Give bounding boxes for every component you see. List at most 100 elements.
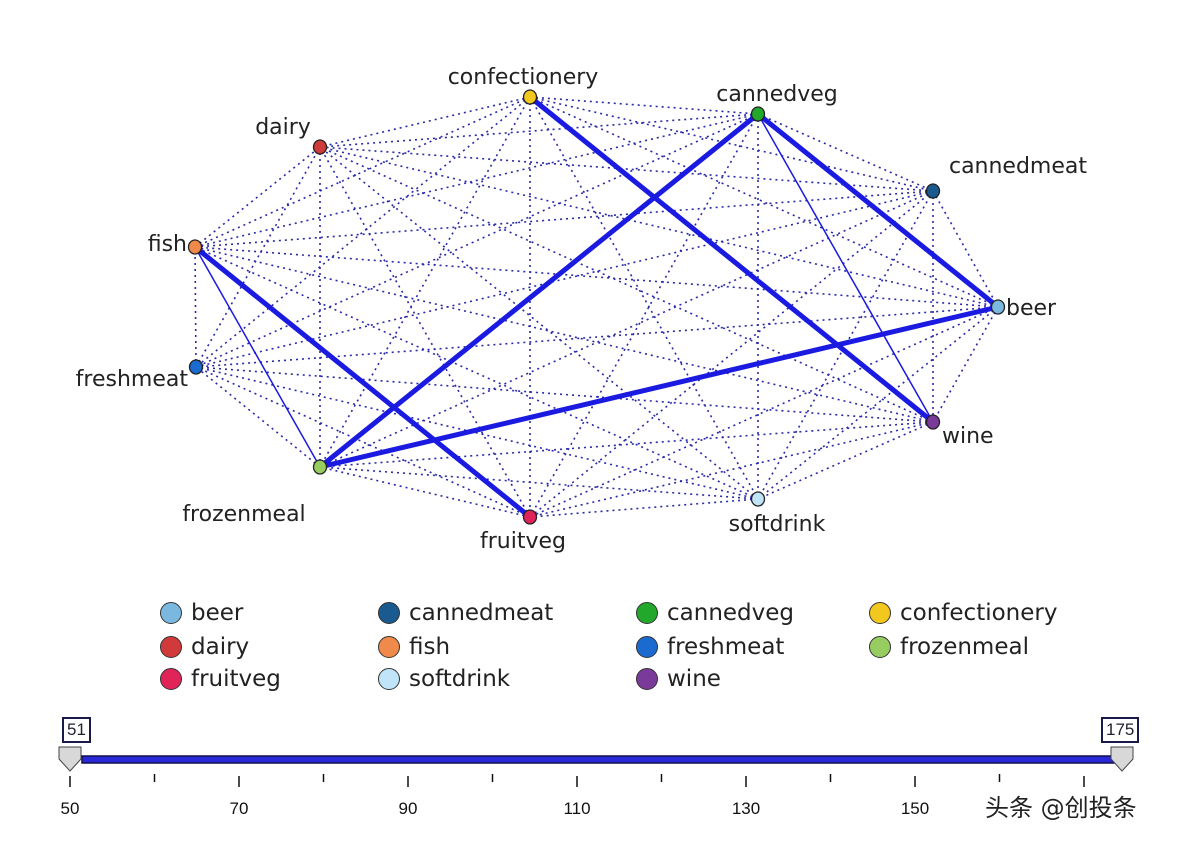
weak-link-cannedveg-dairy[interactable]: [319, 113, 759, 148]
weak-link-confectionery-freshmeat[interactable]: [195, 96, 531, 368]
weak-link-cannedveg-freshmeat[interactable]: [195, 113, 759, 368]
axis-tick-label: 70: [230, 799, 249, 818]
weak-link-cannedmeat-frozenmeal[interactable]: [319, 190, 934, 468]
weak-link-cannedmeat-fruitveg[interactable]: [529, 190, 934, 518]
slider-min-value: 51: [62, 717, 91, 743]
node-label-fruitveg: fruitveg: [480, 529, 566, 554]
weak-link-softdrink-freshmeat[interactable]: [195, 366, 759, 500]
weak-link-cannedveg-fish[interactable]: [194, 113, 759, 248]
legend-swatch: [869, 636, 891, 658]
weak-link-softdrink-fruitveg[interactable]: [529, 498, 759, 518]
weak-link-confectionery-softdrink[interactable]: [529, 96, 759, 500]
weak-link-cannedmeat-fish[interactable]: [194, 190, 934, 248]
node-cannedmeat[interactable]: [925, 183, 941, 199]
legend-label: fish: [409, 634, 451, 660]
weak-link-wine-dairy[interactable]: [319, 146, 934, 423]
weak-link-fruitveg-freshmeat[interactable]: [195, 366, 531, 518]
weak-link-wine-fish[interactable]: [194, 246, 934, 423]
node-label-frozenmeal: frozenmeal: [182, 502, 305, 527]
slider-max-value: 175: [1101, 717, 1140, 743]
legend-item-wine: wine: [636, 664, 721, 694]
weak-link-freshmeat-dairy[interactable]: [195, 146, 321, 368]
weak-link-beer-fish[interactable]: [194, 246, 999, 308]
weak-link-wine-softdrink[interactable]: [757, 421, 934, 500]
legend-swatch: [869, 602, 891, 624]
weak-link-wine-freshmeat[interactable]: [195, 366, 934, 423]
legend-label: fruitveg: [191, 666, 281, 692]
node-wine[interactable]: [925, 414, 941, 430]
legend-label: confectionery: [900, 600, 1058, 626]
weak-link-cannedveg-cannedmeat[interactable]: [757, 113, 934, 192]
weak-link-cannedmeat-beer[interactable]: [932, 190, 999, 308]
legend-item-beer: beer: [160, 598, 243, 628]
legend-item-confectionery: confectionery: [869, 598, 1057, 628]
range-slider-track[interactable]: [81, 755, 1123, 764]
weak-link-wine-fruitveg[interactable]: [529, 421, 934, 518]
slider-max-handle[interactable]: [1110, 746, 1134, 772]
axis-tick-label: 110: [563, 799, 590, 818]
node-label-cannedveg: cannedveg: [716, 82, 837, 107]
weak-link-softdrink-fish[interactable]: [194, 246, 759, 500]
legend-label: cannedveg: [667, 600, 795, 626]
axis-tick-label: 90: [399, 799, 418, 818]
legend-item-fish: fish: [378, 632, 450, 662]
legend-item-dairy: dairy: [160, 632, 249, 662]
legend-item-freshmeat: freshmeat: [636, 632, 784, 662]
legend-item-frozenmeal: frozenmeal: [869, 632, 1029, 662]
node-label-cannedmeat: cannedmeat: [949, 154, 1087, 179]
legend-label: dairy: [191, 634, 250, 660]
legend-label: wine: [667, 666, 721, 692]
node-label-wine: wine: [942, 424, 994, 449]
medium-link-cannedveg-wine[interactable]: [757, 113, 934, 423]
node-label-confectionery: confectionery: [448, 65, 599, 90]
weak-link-softdrink-dairy[interactable]: [319, 146, 759, 500]
legend-swatch: [636, 636, 658, 658]
weak-link-confectionery-beer[interactable]: [529, 96, 999, 308]
node-beer[interactable]: [990, 299, 1006, 315]
weak-link-beer-dairy[interactable]: [319, 146, 999, 308]
legend-swatch: [378, 668, 400, 690]
weak-link-freshmeat-fish[interactable]: [194, 246, 197, 368]
weak-link-confectionery-cannedveg[interactable]: [529, 96, 759, 115]
node-frozenmeal[interactable]: [312, 459, 328, 475]
weak-link-frozenmeal-freshmeat[interactable]: [195, 366, 321, 468]
legend-swatch: [160, 636, 182, 658]
axis-tick-label: 130: [732, 799, 760, 818]
node-fish[interactable]: [187, 239, 203, 255]
slider-min-handle[interactable]: [58, 746, 82, 772]
weak-link-beer-freshmeat[interactable]: [195, 306, 999, 368]
weak-link-beer-wine[interactable]: [932, 306, 999, 423]
weak-link-confectionery-dairy[interactable]: [319, 96, 531, 148]
strong-link-cannedveg-beer[interactable]: [756, 112, 1000, 309]
weak-link-confectionery-fish[interactable]: [194, 96, 531, 248]
weak-link-fruitveg-dairy[interactable]: [319, 146, 531, 518]
legend-swatch: [160, 602, 182, 624]
legend-label: freshmeat: [667, 634, 785, 660]
weak-link-fish-dairy[interactable]: [194, 146, 321, 248]
node-label-dairy: dairy: [255, 115, 311, 140]
node-cannedveg[interactable]: [750, 106, 766, 122]
strong-link-fruitveg-fish[interactable]: [193, 245, 532, 519]
weak-link-softdrink-frozenmeal[interactable]: [319, 466, 759, 500]
weak-link-cannedmeat-softdrink[interactable]: [757, 190, 934, 500]
node-softdrink[interactable]: [750, 491, 766, 507]
weak-link-cannedmeat-dairy[interactable]: [319, 146, 934, 192]
node-fruitveg[interactable]: [522, 509, 538, 525]
watermark: 头条 @创投条: [985, 794, 1137, 822]
node-dairy[interactable]: [312, 139, 328, 155]
medium-link-frozenmeal-fish[interactable]: [194, 246, 321, 468]
node-confectionery[interactable]: [522, 89, 538, 105]
legend-swatch: [378, 602, 400, 624]
weak-link-cannedmeat-freshmeat[interactable]: [195, 190, 934, 368]
legend-label: softdrink: [409, 666, 511, 692]
weak-link-confectionery-frozenmeal[interactable]: [319, 96, 531, 468]
weak-link-wine-frozenmeal[interactable]: [319, 421, 934, 468]
weak-link-cannedveg-fruitveg[interactable]: [529, 113, 759, 518]
legend-label: cannedmeat: [409, 600, 554, 626]
legend-item-fruitveg: fruitveg: [160, 664, 281, 694]
node-freshmeat[interactable]: [188, 359, 204, 375]
legend-swatch: [378, 636, 400, 658]
strong-link-confectionery-wine[interactable]: [528, 95, 935, 424]
weak-link-beer-fruitveg[interactable]: [529, 306, 999, 518]
